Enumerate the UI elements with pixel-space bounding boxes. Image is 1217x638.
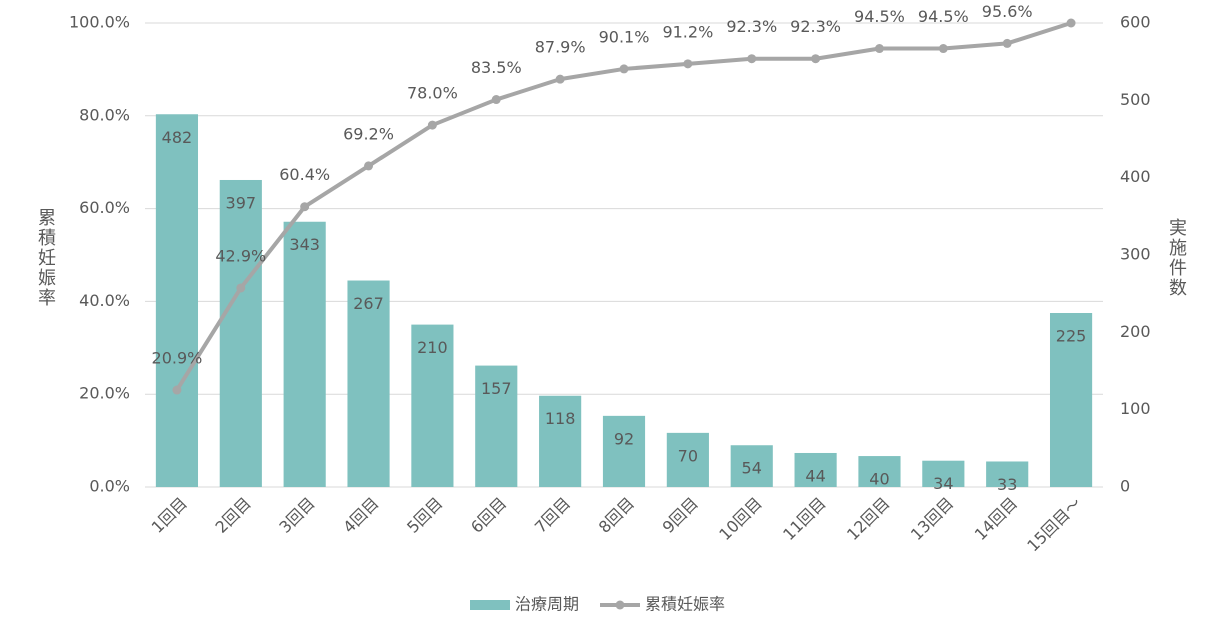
bar-value-label: 157 [481, 379, 512, 398]
x-tick-label: 12回目 [843, 494, 893, 544]
x-tick-label: 11回目 [779, 494, 829, 544]
y-tick-label: 100.0% [69, 13, 130, 32]
bar-value-label: 34 [933, 474, 953, 493]
bar-value-label: 40 [869, 470, 889, 489]
bar-value-label: 210 [417, 338, 448, 357]
line-value-label: 100.0% [1041, 0, 1102, 1]
line-value-label: 78.0% [407, 84, 458, 103]
y2-tick-label: 200 [1120, 322, 1151, 341]
line-marker [619, 64, 629, 74]
bar [155, 114, 199, 488]
x-tick-label: 7回目 [531, 494, 574, 537]
bar [602, 415, 646, 487]
bar [475, 365, 518, 487]
line-value-label: 90.1% [599, 27, 650, 46]
bar [986, 461, 1029, 487]
bar-value-label: 54 [742, 459, 762, 478]
bar-value-label: 225 [1056, 327, 1087, 346]
x-tick-label: 13回目 [907, 494, 957, 544]
y2-tick-label: 100 [1120, 399, 1151, 418]
line-marker [427, 120, 437, 130]
line-value-label: 20.9% [152, 349, 203, 368]
bar [922, 460, 965, 487]
line-value-label: 69.2% [343, 124, 394, 143]
line-value-label: 95.6% [982, 2, 1033, 21]
bar [730, 445, 773, 487]
bar-value-label: 267 [353, 294, 384, 313]
x-tick-label: 10回目 [715, 494, 765, 544]
y-tick-label: 0.0% [89, 477, 130, 496]
bar-value-label: 92 [614, 429, 634, 448]
y-tick-label: 80.0% [79, 105, 130, 124]
y-tick-label: 40.0% [79, 291, 130, 310]
bar [539, 395, 582, 487]
line-marker [300, 202, 310, 212]
line-value-label: 94.5% [918, 7, 969, 26]
line-marker [236, 283, 246, 293]
line-value-label: 42.9% [215, 246, 266, 265]
line-marker [364, 161, 374, 171]
bar [411, 324, 454, 487]
bar [666, 432, 709, 487]
x-tick-label: 2回目 [212, 494, 255, 537]
y-tick-label: 20.0% [79, 384, 130, 403]
y-tick-label: 60.0% [79, 198, 130, 217]
bar-value-label: 44 [805, 466, 825, 485]
y2-tick-label: 300 [1120, 245, 1151, 264]
line-marker [811, 54, 821, 64]
legend-swatch [615, 600, 625, 610]
y-axis-title: 累積妊娠率 [35, 208, 56, 308]
line-value-label: 83.5% [471, 58, 522, 77]
legend-label: 累積妊娠率 [645, 595, 725, 614]
y2-tick-label: 400 [1120, 167, 1151, 186]
line-value-label: 92.3% [790, 17, 841, 36]
bar-value-label: 482 [162, 128, 193, 147]
bar-value-label: 70 [678, 446, 698, 465]
y2-tick-label: 600 [1120, 13, 1151, 32]
line-marker [874, 44, 884, 54]
line-marker [683, 59, 693, 69]
line-value-label: 92.3% [726, 17, 777, 36]
bar [794, 452, 837, 487]
x-tick-label: 6回目 [467, 494, 510, 537]
legend-label: 治療周期 [515, 595, 579, 614]
line-value-label: 60.4% [279, 165, 330, 184]
line-value-label: 87.9% [535, 38, 586, 57]
line-marker [172, 385, 182, 395]
bar [858, 456, 901, 487]
x-tick-label: 15回目～ [1023, 494, 1085, 556]
x-tick-label: 8回目 [595, 494, 638, 537]
x-tick-label: 5回目 [403, 494, 446, 537]
line-marker [747, 54, 757, 64]
x-tick-label: 3回目 [275, 494, 318, 537]
bar-value-label: 33 [997, 475, 1017, 494]
y2-tick-label: 0 [1120, 477, 1130, 496]
bar-value-label: 343 [289, 235, 320, 254]
bar [347, 280, 390, 487]
bar [1049, 313, 1093, 487]
line-marker [938, 44, 948, 54]
line-marker [555, 74, 565, 84]
x-tick-label: 9回目 [659, 494, 702, 537]
line-marker [1002, 38, 1012, 48]
line-value-label: 94.5% [854, 7, 905, 26]
bar-value-label: 397 [226, 193, 257, 212]
x-tick-label: 14回目 [971, 494, 1021, 544]
bar [219, 179, 262, 487]
line-marker [491, 95, 501, 105]
y2-axis-title: 実施件数 [1166, 218, 1187, 298]
legend-swatch [470, 600, 510, 610]
x-tick-label: 4回目 [339, 494, 382, 537]
bar [283, 221, 326, 487]
line-value-label: 91.2% [662, 22, 713, 41]
x-tick-label: 1回目 [148, 494, 191, 537]
line-marker [1066, 18, 1076, 28]
bar-value-label: 118 [545, 409, 576, 428]
y2-tick-label: 500 [1120, 90, 1151, 109]
